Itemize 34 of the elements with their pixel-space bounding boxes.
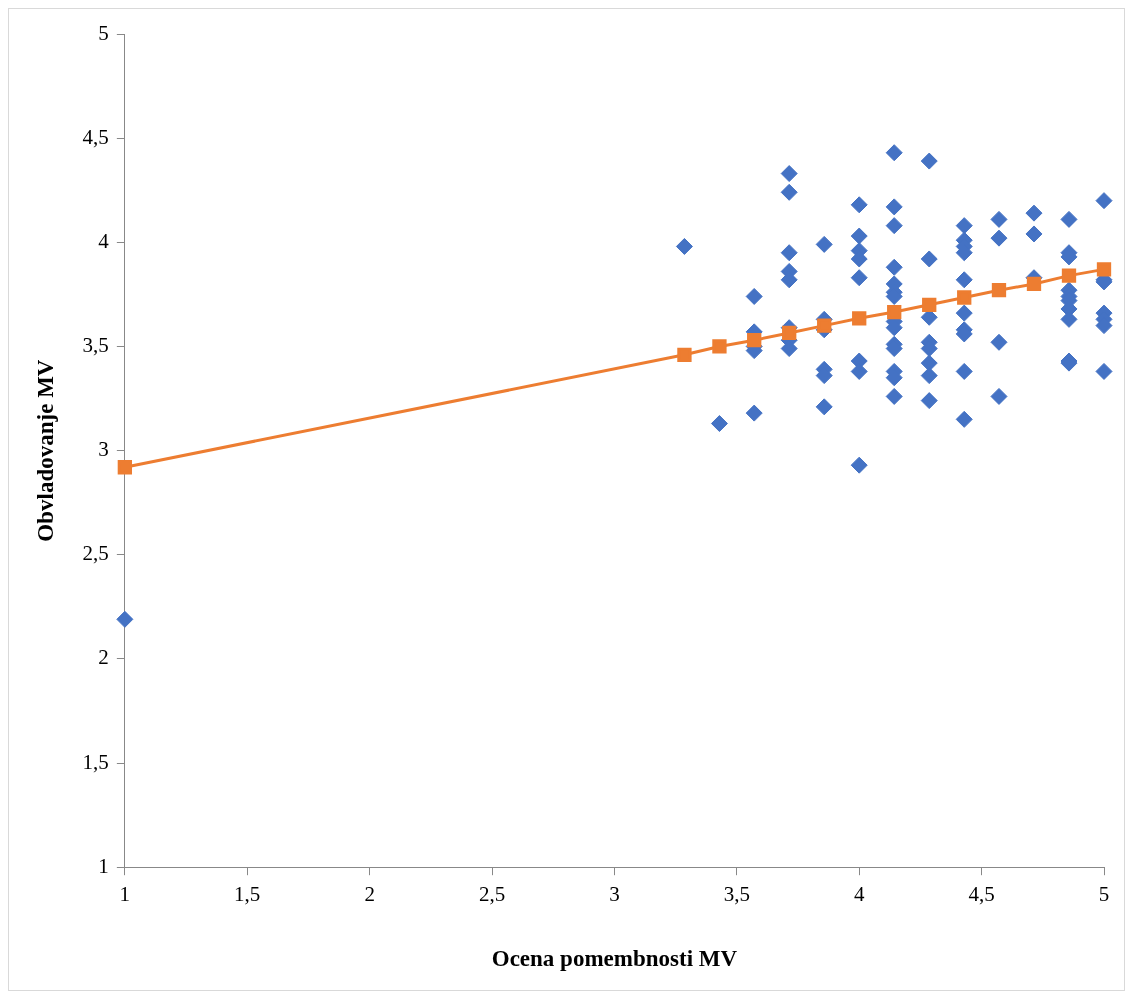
y-tick-label: 5 <box>98 20 109 45</box>
x-tick-label: 4 <box>853 882 865 907</box>
y-tick-label: 3 <box>98 437 109 462</box>
y-axis-title: Obvladovanje MV <box>32 359 58 542</box>
y-tick-label: 1,5 <box>82 749 109 774</box>
x-tick-label: 4,5 <box>968 882 995 907</box>
y-tick-label: 2 <box>98 645 109 670</box>
point <box>1026 276 1042 292</box>
x-tick-label: 1,5 <box>234 882 261 907</box>
point <box>1096 262 1112 277</box>
x-tick-label: 2 <box>364 882 375 907</box>
x-tick-label: 3,5 <box>723 882 750 907</box>
point <box>1061 268 1077 283</box>
x-axis-title: Ocena pomembnosti MV <box>491 946 738 972</box>
point <box>991 283 1007 298</box>
y-tick-label: 2,5 <box>82 541 109 566</box>
point <box>712 339 727 354</box>
point <box>747 333 762 348</box>
y-tick-label: 4,5 <box>82 124 109 149</box>
point <box>782 325 797 341</box>
y-tick-label: 1 <box>98 853 109 878</box>
x-tick-label: 5 <box>1098 882 1110 907</box>
x-tick-label: 1 <box>119 882 131 907</box>
point <box>922 297 937 312</box>
x-tick-label: 3 <box>609 882 620 907</box>
point <box>817 318 832 333</box>
y-tick-label: 4 <box>98 228 110 253</box>
point <box>677 347 692 362</box>
point <box>852 311 867 326</box>
point <box>887 304 902 320</box>
point <box>117 460 133 475</box>
y-tick-label: 3,5 <box>82 332 109 357</box>
point <box>957 290 972 305</box>
x-tick-label: 2,5 <box>478 882 506 907</box>
